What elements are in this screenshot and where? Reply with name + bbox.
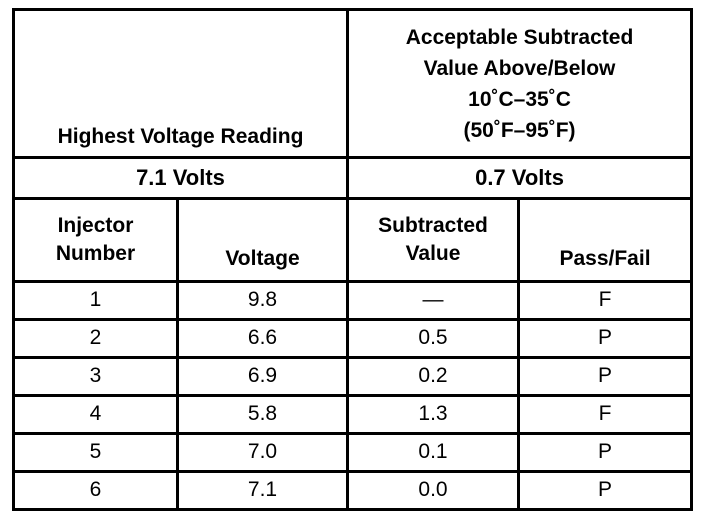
- voltage-cell: 7.1: [176, 470, 349, 511]
- column-header-injector-number: Injector Number: [12, 197, 179, 283]
- table-row: 5 7.0 0.1 P: [12, 432, 694, 473]
- column-header-voltage: Voltage: [176, 197, 349, 283]
- column-header-subtracted-value: Subtracted Value: [346, 197, 520, 283]
- injector-cell: 3: [12, 356, 179, 397]
- table-row: 2 6.6 0.5 P: [12, 318, 694, 359]
- pass-fail-header-label: Pass/Fail: [559, 246, 651, 270]
- acceptable-value-value: 0.7 Volts: [345, 156, 694, 200]
- highest-voltage-value: 7.1 Volts: [12, 156, 349, 200]
- voltage-cell: 5.8: [176, 394, 349, 435]
- acceptable-value-header: Acceptable Subtracted Value Above/Below …: [345, 8, 694, 159]
- pass-fail-cell: P: [516, 432, 694, 473]
- pass-fail-cell: P: [516, 318, 694, 359]
- table-row: 3 6.9 0.2 P: [12, 356, 694, 397]
- injector-cell: 1: [12, 280, 179, 321]
- acceptable-value-header-line-1: Acceptable Subtracted: [405, 25, 634, 49]
- highest-voltage-header: Highest Voltage Reading: [12, 8, 349, 159]
- highest-voltage-value-text: 7.1 Volts: [136, 165, 225, 191]
- subtracted-value-cell: 0.2: [346, 356, 520, 397]
- pass-fail-cell: F: [516, 394, 694, 435]
- acceptable-value-header-line-4: (50˚F–95˚F): [463, 118, 576, 142]
- table-row: 1 9.8 — F: [12, 280, 694, 321]
- pass-fail-cell: P: [516, 470, 694, 511]
- header-row: Highest Voltage Reading Acceptable Subtr…: [12, 8, 694, 159]
- pass-fail-cell: P: [516, 356, 694, 397]
- injector-cell: 5: [12, 432, 179, 473]
- acceptable-value-header-line-2: Value Above/Below: [423, 56, 616, 80]
- subtracted-value-cell: 1.3: [346, 394, 520, 435]
- highest-voltage-header-label: Highest Voltage Reading: [57, 124, 304, 148]
- voltage-cell: 6.9: [176, 356, 349, 397]
- injector-voltage-table-container: Highest Voltage Reading Acceptable Subtr…: [12, 8, 694, 511]
- summary-values-row: 7.1 Volts 0.7 Volts: [12, 156, 694, 200]
- voltage-cell: 7.0: [176, 432, 349, 473]
- subtracted-value-cell: 0.0: [346, 470, 520, 511]
- injector-number-line-1: Injector: [57, 214, 134, 237]
- injector-number-line-2: Number: [55, 242, 136, 265]
- pass-fail-cell: F: [516, 280, 694, 321]
- injector-cell: 4: [12, 394, 179, 435]
- subtracted-value-cell: —: [346, 280, 520, 321]
- injector-cell: 2: [12, 318, 179, 359]
- subtracted-value-line-2: Value: [405, 242, 461, 265]
- subtracted-value-cell: 0.1: [346, 432, 520, 473]
- acceptable-value-value-text: 0.7 Volts: [475, 165, 564, 191]
- injector-voltage-table: Highest Voltage Reading Acceptable Subtr…: [12, 8, 694, 511]
- column-header-pass-fail: Pass/Fail: [516, 197, 694, 283]
- injector-cell: 6: [12, 470, 179, 511]
- column-header-row: Injector Number Voltage Subtracted Value…: [12, 197, 694, 283]
- voltage-cell: 9.8: [176, 280, 349, 321]
- voltage-header-label: Voltage: [225, 246, 300, 270]
- subtracted-value-cell: 0.5: [346, 318, 520, 359]
- acceptable-value-header-line-3: 10˚C–35˚C: [468, 87, 571, 111]
- voltage-cell: 6.6: [176, 318, 349, 359]
- table-row: 6 7.1 0.0 P: [12, 470, 694, 511]
- table-row: 4 5.8 1.3 F: [12, 394, 694, 435]
- subtracted-value-line-1: Subtracted: [378, 214, 488, 237]
